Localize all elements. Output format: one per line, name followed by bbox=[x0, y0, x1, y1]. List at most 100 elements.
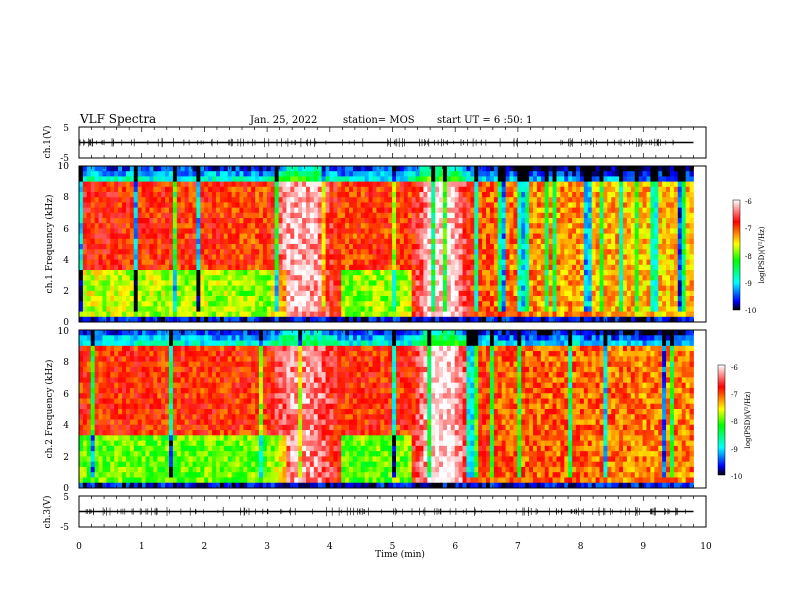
spectrogram-cell bbox=[149, 264, 154, 271]
spectrogram-cell bbox=[247, 166, 252, 172]
spectrogram-cell bbox=[599, 238, 604, 245]
spectrogram-cell bbox=[251, 259, 256, 266]
spectrogram-cell bbox=[200, 171, 205, 177]
spectrogram-cell bbox=[576, 301, 581, 307]
spectrogram-cell bbox=[619, 306, 624, 312]
spectrogram-cell bbox=[536, 264, 542, 271]
spectrogram-cell bbox=[689, 285, 694, 292]
spectrogram-cell bbox=[231, 244, 236, 250]
spectrogram-cell bbox=[188, 218, 193, 224]
spectrogram-cell bbox=[376, 316, 381, 323]
spectrogram-cell bbox=[529, 259, 534, 266]
spectrogram-cell bbox=[137, 285, 143, 292]
spectrogram-cell bbox=[259, 192, 264, 198]
spectrogram-cell bbox=[317, 171, 323, 177]
spectrogram-cell bbox=[376, 212, 381, 219]
spectrogram-cell bbox=[243, 311, 248, 318]
spectrogram-cell bbox=[396, 176, 401, 182]
spectrogram-cell bbox=[157, 270, 162, 276]
spectrogram-cell bbox=[274, 301, 279, 307]
spectrogram-cell bbox=[540, 290, 546, 297]
spectrogram-cell bbox=[266, 171, 272, 177]
spectrogram-cell bbox=[145, 270, 150, 276]
spectrogram-cell bbox=[94, 238, 99, 245]
spectrogram-cell bbox=[329, 202, 334, 208]
spectrogram-cell bbox=[403, 270, 409, 276]
spectrogram-cell bbox=[626, 228, 632, 234]
spectrogram-cell bbox=[306, 311, 311, 318]
spectrogram-cell bbox=[165, 223, 170, 229]
spectrogram-cell bbox=[650, 311, 655, 318]
spectrogram-cell bbox=[79, 285, 84, 292]
spectrogram-cell bbox=[607, 181, 612, 188]
spectrogram-cell bbox=[607, 275, 612, 281]
spectrogram-cell bbox=[266, 270, 272, 276]
spectrogram-cell bbox=[137, 212, 143, 219]
spectrogram-cell bbox=[576, 218, 581, 224]
spectrogram-cell bbox=[536, 301, 542, 307]
spectrogram-cell bbox=[169, 311, 174, 318]
spectrogram-cell bbox=[458, 301, 463, 307]
spectrogram-cell bbox=[227, 259, 233, 266]
spectrogram-cell bbox=[450, 264, 456, 271]
spectrogram-cell bbox=[192, 264, 197, 271]
spectrogram-cell bbox=[157, 181, 162, 188]
spectrogram-cell bbox=[556, 296, 561, 302]
spectrogram-cell bbox=[306, 197, 311, 203]
spectrogram-cell bbox=[474, 181, 479, 188]
spectrogram-cell bbox=[337, 264, 342, 271]
spectrogram-cell bbox=[450, 181, 456, 188]
spectrogram-cell bbox=[595, 280, 600, 286]
spectrogram-cell bbox=[266, 264, 272, 271]
spectrogram-cell bbox=[407, 207, 413, 214]
spectrogram-cell bbox=[329, 264, 334, 271]
spectrogram-cell bbox=[298, 223, 303, 229]
spectrogram-cell bbox=[486, 254, 491, 260]
spectrogram-cell bbox=[462, 275, 467, 281]
spectrogram-cell bbox=[349, 176, 354, 182]
spectrogram-cell bbox=[212, 181, 217, 188]
spectrogram-cell bbox=[419, 202, 424, 208]
spectrogram-cell bbox=[349, 218, 354, 224]
spectrogram-cell bbox=[403, 238, 409, 245]
spectrogram-cell bbox=[497, 306, 503, 312]
spectrogram-cell bbox=[145, 176, 150, 182]
spectrogram-cell bbox=[118, 218, 123, 224]
spectrogram-cell bbox=[658, 218, 663, 224]
spectrogram-cell bbox=[658, 285, 663, 292]
spectrogram-cell bbox=[153, 166, 158, 172]
spectrogram-cell bbox=[482, 228, 487, 234]
spectrogram-cell bbox=[298, 264, 303, 271]
spectrogram-cell bbox=[623, 212, 628, 219]
spectrogram-cell bbox=[396, 290, 401, 297]
spectrogram-cell bbox=[306, 264, 311, 271]
spectrogram-cell bbox=[474, 233, 479, 240]
spectrogram-cell bbox=[384, 285, 389, 292]
spectrogram-cell bbox=[219, 202, 225, 208]
spectrogram-cell bbox=[388, 186, 393, 193]
spectrogram-cell bbox=[419, 301, 424, 307]
spectrogram-cell bbox=[454, 212, 460, 219]
spectrogram-cell bbox=[141, 280, 146, 286]
spectrogram-cell bbox=[576, 311, 581, 318]
spectrogram-cell bbox=[611, 207, 616, 214]
spectrogram-cell bbox=[654, 197, 659, 203]
spectrogram-cell bbox=[638, 280, 643, 286]
spectrogram-cell bbox=[243, 192, 248, 198]
spectrogram-cell bbox=[133, 181, 139, 188]
spectrogram-cell bbox=[619, 181, 624, 188]
spectrogram-cell bbox=[591, 270, 597, 276]
spectrogram-cell bbox=[306, 228, 311, 234]
spectrogram-cell bbox=[619, 202, 624, 208]
spectrogram-cell bbox=[611, 244, 616, 250]
spectrogram-cell bbox=[161, 316, 166, 323]
spectrogram-cell bbox=[611, 301, 616, 307]
spectrogram-cell bbox=[282, 290, 287, 297]
spectrogram-cell bbox=[403, 249, 409, 255]
spectrogram-cell bbox=[141, 228, 146, 234]
spectrogram-cell bbox=[501, 176, 506, 182]
spectrogram-cell bbox=[630, 264, 636, 271]
spectrogram-cell bbox=[274, 249, 279, 255]
spectrogram-cell bbox=[384, 280, 389, 286]
spectrogram-cell bbox=[349, 296, 354, 302]
